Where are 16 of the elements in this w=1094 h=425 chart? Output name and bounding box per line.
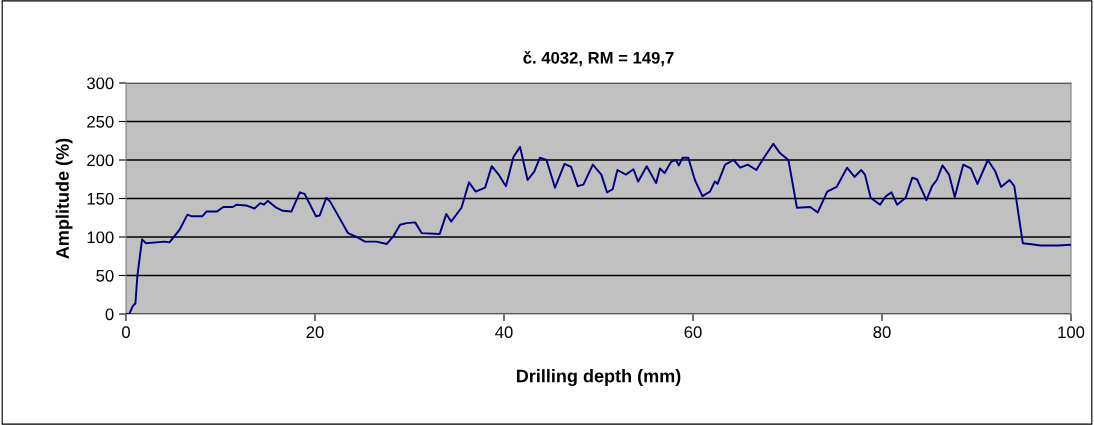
x-tick-label: 100	[1058, 326, 1085, 339]
x-axis-title: Drilling depth (mm)	[516, 369, 681, 387]
y-tick-label: 50	[96, 269, 114, 282]
x-tick-label: 0	[122, 326, 130, 339]
y-tick-label: 0	[105, 308, 114, 321]
y-tick-label: 200	[87, 154, 114, 167]
y-tick-label: 150	[87, 192, 114, 205]
y-tick-label: 300	[87, 77, 114, 90]
x-tick-label: 40	[495, 326, 513, 339]
y-tick-label: 250	[87, 115, 114, 128]
y-axis-title: Amplitude (%)	[55, 138, 73, 259]
x-tick-label: 80	[873, 326, 891, 339]
y-tick-label: 100	[87, 231, 114, 244]
chart-title: č. 4032, RM = 149,7	[523, 51, 674, 67]
x-tick-label: 60	[684, 326, 702, 339]
x-tick-label: 20	[306, 326, 324, 339]
